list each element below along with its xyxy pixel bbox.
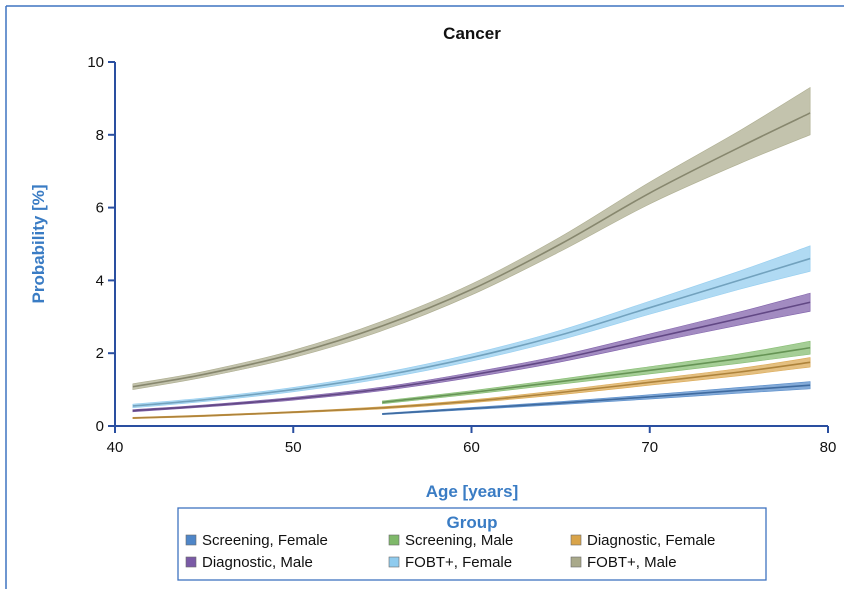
legend-swatch-diagnostic-male xyxy=(185,556,197,568)
band-diagnostic-female xyxy=(132,357,811,420)
chart-title: Cancer xyxy=(443,24,501,43)
line-fobt-female xyxy=(132,257,811,407)
confidence-bands xyxy=(132,86,811,420)
x-tick-label-50: 50 xyxy=(285,439,302,456)
legend-label-screening-male: Screening, Male xyxy=(405,532,513,549)
line-screening-male xyxy=(382,346,811,404)
x-tick-label-70: 70 xyxy=(641,439,658,456)
line-screening-female xyxy=(382,384,811,415)
line-diagnostic-male xyxy=(132,301,811,412)
legend-swatch-screening-female xyxy=(185,534,197,546)
legend-swatch-fobt-male xyxy=(570,556,582,568)
legend: Group Screening, Female Screening, Male Di… xyxy=(177,507,767,581)
x-tick-label-80: 80 xyxy=(820,439,837,456)
y-tick-label-8: 8 xyxy=(96,127,104,144)
legend-label-screening-female: Screening, Female xyxy=(202,532,328,549)
x-tick-label-60: 60 xyxy=(463,439,480,456)
x-axis-label: Age [years] xyxy=(426,482,519,501)
x-ticks: 40 50 60 70 80 xyxy=(107,426,837,456)
band-screening-female xyxy=(382,381,811,416)
legend-label-fobt-male: FOBT+, Male xyxy=(587,554,677,571)
line-fobt-male xyxy=(132,112,811,388)
legend-box xyxy=(177,507,767,581)
legend-items: Screening, Female Screening, Male Diagnost… xyxy=(185,532,715,571)
legend-label-diagnostic-female: Diagnostic, Female xyxy=(587,532,715,549)
axes: 0 2 4 6 8 10 40 50 60 70 80 xyxy=(87,54,836,456)
legend-title: Group xyxy=(447,513,498,532)
legend-label-diagnostic-male: Diagnostic, Male xyxy=(202,554,313,571)
legend-swatch-diagnostic-female xyxy=(570,534,582,546)
x-tick-label-40: 40 xyxy=(107,439,124,456)
band-diagnostic-male xyxy=(132,292,811,413)
legend-swatch-screening-male xyxy=(388,534,400,546)
y-tick-label-10: 10 xyxy=(87,54,104,71)
y-tick-label-4: 4 xyxy=(96,272,104,289)
band-fobt-female xyxy=(132,245,811,409)
band-fobt-male xyxy=(132,86,811,390)
y-tick-label-2: 2 xyxy=(96,345,104,362)
line-diagnostic-female xyxy=(132,361,811,419)
y-ticks: 0 2 4 6 8 10 xyxy=(87,54,115,435)
y-tick-label-6: 6 xyxy=(96,200,104,217)
y-axis-label: Probability [%] xyxy=(29,184,48,303)
series-lines xyxy=(132,112,811,419)
y-tick-label-0: 0 xyxy=(96,418,104,435)
legend-label-fobt-female: FOBT+, Female xyxy=(405,554,512,571)
legend-swatch-fobt-female xyxy=(388,556,400,568)
